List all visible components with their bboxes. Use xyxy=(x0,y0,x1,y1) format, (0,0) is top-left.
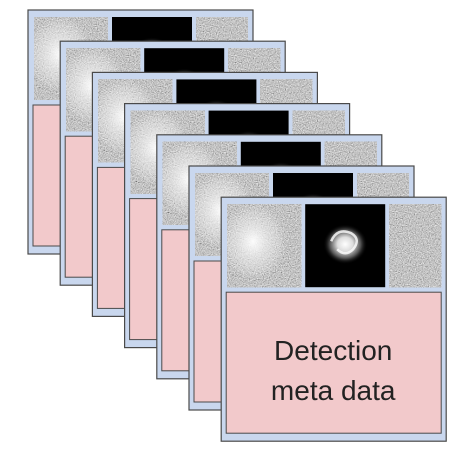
thumbnail-middle-galaxy xyxy=(323,224,367,264)
card: Detection meta data xyxy=(221,197,446,441)
label-line: meta data xyxy=(271,375,396,406)
page: {"card": {"label_lines": ["Detection", "… xyxy=(0,0,468,449)
card-stack: Detection meta data xyxy=(28,10,446,441)
label-line: Detection xyxy=(274,335,392,366)
thumbnail-left-blob xyxy=(227,204,301,287)
detection-stack: Detection meta data xyxy=(0,0,468,449)
thumbnail-right xyxy=(389,204,441,287)
